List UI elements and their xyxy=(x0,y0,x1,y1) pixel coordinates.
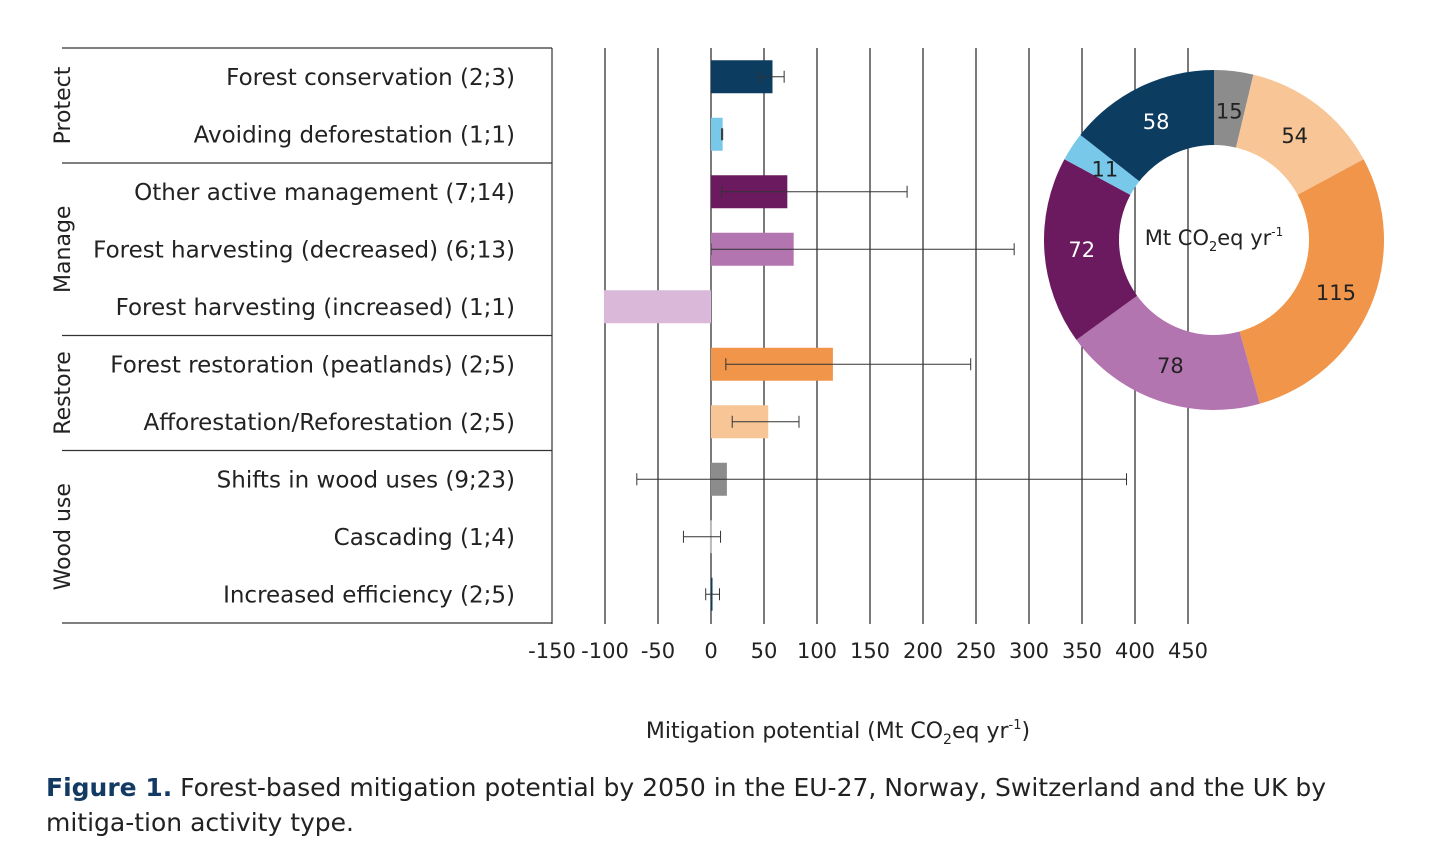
donut-center-label: Mt CO2eq yr-1 xyxy=(1145,225,1283,255)
x-tick-label: 250 xyxy=(956,639,996,663)
donut-slice xyxy=(1064,134,1140,195)
x-tick-label: -50 xyxy=(641,639,675,663)
category-label: Avoiding deforestation (1;1) xyxy=(194,122,515,148)
donut-slice-label: 78 xyxy=(1157,354,1184,378)
donut-slice xyxy=(1236,74,1364,195)
x-axis-title-text: Mitigation potential (Mt CO xyxy=(646,719,943,744)
x-axis-title-superscript: -1 xyxy=(1009,718,1022,733)
x-tick-label: -150 xyxy=(528,639,576,663)
error-bar xyxy=(731,415,800,428)
error-bar xyxy=(725,358,972,371)
donut-slice xyxy=(1214,70,1254,148)
x-tick-label: 300 xyxy=(1009,639,1049,663)
x-axis-title-text: eq yr xyxy=(952,719,1010,744)
group-label: Protect xyxy=(51,66,76,144)
donut-center-subscript: 2 xyxy=(1209,240,1217,255)
bars xyxy=(603,60,833,611)
caption-text: Forest-based mitigation potential by 205… xyxy=(46,773,1327,837)
bar xyxy=(603,290,711,324)
mitigation-chart: Forest conservation (2;3) Avoiding defore… xyxy=(51,47,1384,748)
donut-slice-label: 58 xyxy=(1143,110,1170,134)
group-labels: Protect Manage Restore Wood use xyxy=(51,47,553,624)
x-tick-label: 0 xyxy=(704,639,717,663)
error-bar xyxy=(759,70,785,83)
x-tick-label: 100 xyxy=(797,639,837,663)
category-label: Increased efficiency (2;5) xyxy=(223,582,515,608)
category-label: Forest harvesting (decreased) (6;13) xyxy=(93,237,515,263)
donut-slice-label: 115 xyxy=(1316,281,1356,305)
error-bar xyxy=(721,185,908,198)
category-label: Shifts in wood uses (9;23) xyxy=(217,467,515,493)
error-bar xyxy=(721,128,724,141)
donut-slice-label: 72 xyxy=(1068,238,1095,262)
x-tick-label: 450 xyxy=(1168,639,1208,663)
donut-slice-label: 54 xyxy=(1281,124,1308,148)
category-label: Other active management (7;14) xyxy=(134,180,515,206)
category-label: Forest harvesting (increased) (1;1) xyxy=(116,295,515,321)
x-axis-title-text: ) xyxy=(1022,719,1031,744)
x-tick-label: 400 xyxy=(1115,639,1155,663)
category-label: Forest restoration (peatlands) (2;5) xyxy=(110,352,515,378)
donut-slice xyxy=(1080,70,1214,182)
donut-center-text: Mt CO xyxy=(1145,226,1209,250)
category-label: Forest conservation (2;3) xyxy=(226,65,515,91)
category-labels: Forest conservation (2;3) Avoiding defore… xyxy=(93,65,515,609)
figure-label: Figure 1. xyxy=(46,773,173,802)
donut-chart: 15 54 115 78 72 11 58 Mt CO2eq yr-1 xyxy=(1043,70,1384,410)
x-tick-label: 50 xyxy=(751,639,778,663)
donut-slice xyxy=(1076,295,1260,410)
group-label: Manage xyxy=(51,206,76,293)
bar xyxy=(711,117,723,151)
error-bar xyxy=(710,243,1015,256)
x-axis-title-subscript: 2 xyxy=(943,732,952,748)
donut-slice-label: 11 xyxy=(1092,157,1119,181)
x-tick-label: 350 xyxy=(1062,639,1102,663)
category-label: Cascading (1;4) xyxy=(334,525,515,551)
group-label: Wood use xyxy=(51,483,76,590)
error-bar xyxy=(705,588,720,601)
donut-center-text: eq yr xyxy=(1217,226,1271,250)
donut-center-superscript: -1 xyxy=(1271,225,1283,239)
x-axis-title: Mitigation potential (Mt CO2eq yr-1) xyxy=(646,718,1030,748)
donut-slice-label: 15 xyxy=(1216,99,1243,123)
x-tick-label: 200 xyxy=(903,639,943,663)
x-tick-label: 150 xyxy=(850,639,890,663)
error-bar xyxy=(636,473,1128,486)
error-bars xyxy=(636,70,1128,601)
group-label: Restore xyxy=(51,351,76,434)
donut-slice xyxy=(1043,159,1138,340)
figure-caption: Figure 1. Forest-based mitigation potent… xyxy=(46,770,1416,840)
donut-slice xyxy=(1239,159,1384,404)
error-bar xyxy=(682,530,722,543)
x-tick-labels: -150 -100 -50 0 50 100 150 200 250 300 350 400 450 xyxy=(528,639,1208,663)
x-tick-label: -100 xyxy=(581,639,629,663)
category-label: Afforestation/Reforestation (2;5) xyxy=(144,410,515,436)
